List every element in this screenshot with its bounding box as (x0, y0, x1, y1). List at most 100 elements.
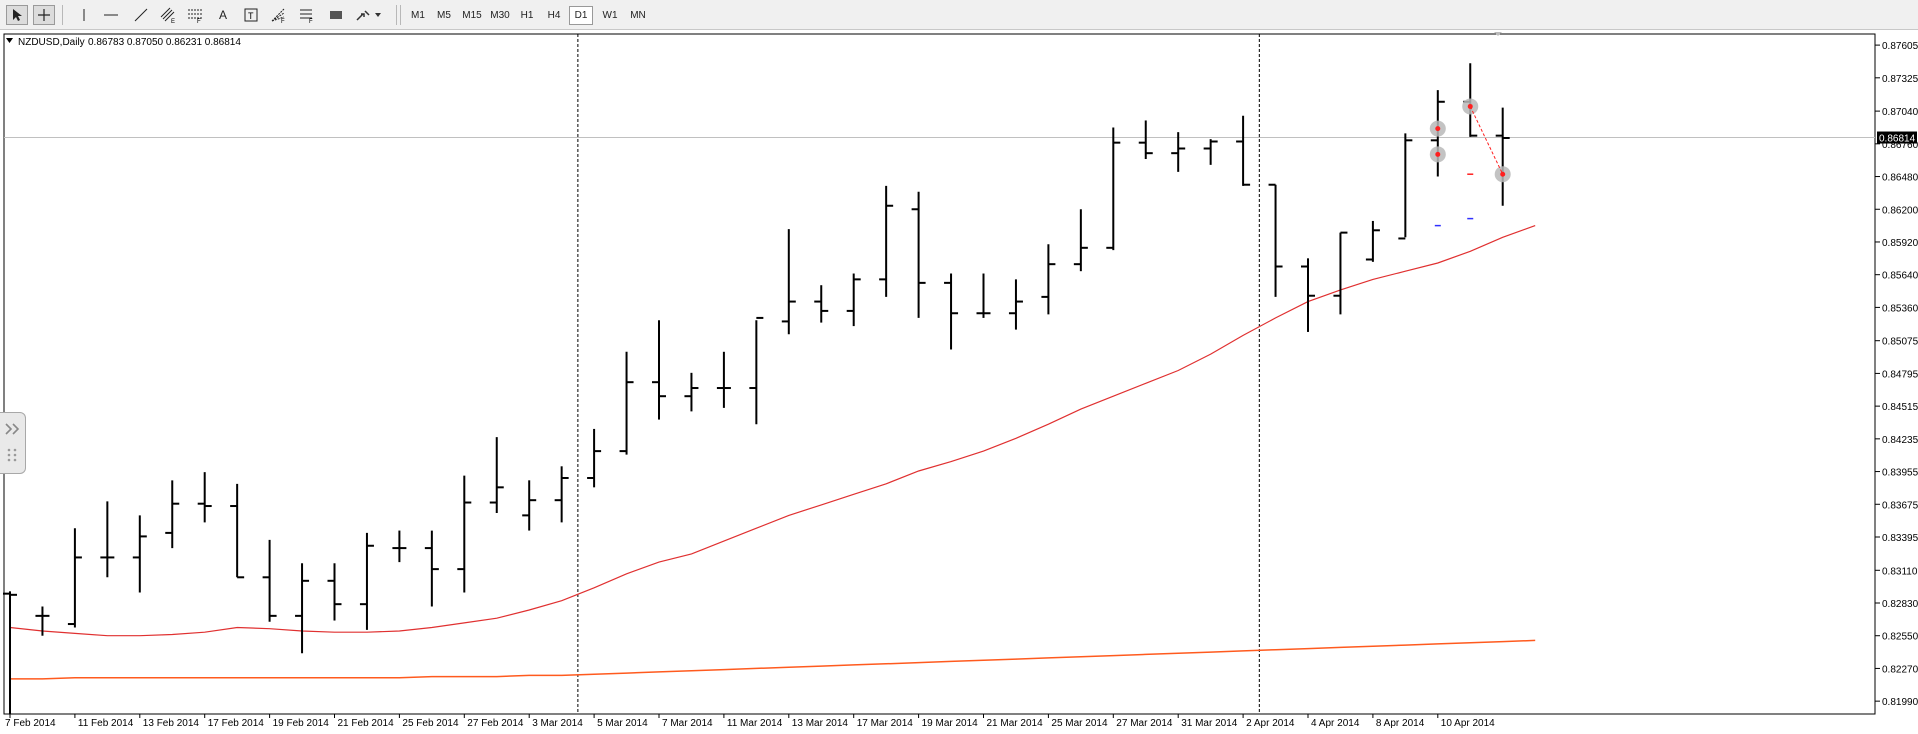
svg-text:F: F (281, 19, 285, 23)
chart-shift-marker-icon[interactable] (1494, 32, 1502, 36)
x-axis-tick-label: 27 Feb 2014 (467, 718, 524, 729)
ohlc-bar (100, 501, 115, 578)
y-axis-tick-label: 0.87040 (1882, 107, 1918, 118)
ohlc-bar (1073, 209, 1088, 272)
ohlc-bar (1171, 132, 1186, 172)
ohlc-bar (489, 437, 504, 514)
timeframe-m5[interactable]: M5 (437, 10, 451, 21)
y-axis-tick-label: 0.84515 (1882, 402, 1918, 413)
x-axis-tick-label: 19 Mar 2014 (922, 718, 979, 729)
crosshair-tool-button[interactable] (33, 5, 55, 25)
ohlc-bar (1398, 133, 1413, 240)
ohlc-bar (1236, 115, 1251, 186)
ohlc-bar (944, 273, 959, 350)
x-axis-tick-label: 2 Apr 2014 (1246, 718, 1295, 729)
vertical-line-icon (83, 9, 85, 21)
ohlc-bar (230, 483, 245, 579)
equidistant-channel-tool-button[interactable]: E (157, 5, 179, 25)
grip-dots-icon (7, 448, 17, 462)
x-axis-tick-label: 25 Mar 2014 (1051, 718, 1108, 729)
crosshair-icon (38, 9, 50, 21)
text-label-icon: T (244, 8, 258, 22)
ma-slow-line (10, 639, 1536, 680)
toolbar-separator (400, 5, 401, 25)
x-axis-tick-label: 4 Apr 2014 (1311, 718, 1360, 729)
chart-menu-triangle-icon[interactable] (6, 38, 13, 43)
timeframe-m1[interactable]: M1 (411, 10, 425, 21)
ohlc-bar (1268, 183, 1283, 297)
x-axis-tick-label: 21 Feb 2014 (338, 718, 395, 729)
y-axis-tick-label: 0.85640 (1882, 271, 1918, 282)
y-axis-tick-label: 0.83110 (1882, 566, 1918, 577)
x-axis-tick-label: 21 Mar 2014 (987, 718, 1044, 729)
price-chart[interactable]: 0.87605 0.87325 0.87040 0.86760 0.86480 0.862… (0, 31, 1918, 731)
y-axis-tick-label: 0.85920 (1882, 238, 1918, 249)
signal-dot (1435, 151, 1441, 157)
y-axis-tick-label: 0.87605 (1882, 41, 1918, 52)
trendline-tool-button[interactable] (130, 5, 152, 25)
fibonacci-retracement-tool-button[interactable]: F (184, 5, 206, 25)
arrows-tool-button[interactable] (353, 5, 385, 25)
horizontal-line-tool-button[interactable] (100, 5, 122, 25)
timeframe-m30[interactable]: M30 (490, 10, 510, 21)
ohlc-bar (359, 532, 374, 630)
ohlc-bar (522, 480, 537, 531)
ohlc-bar (814, 285, 829, 323)
chart-ohlc-label: 0.86783 0.87050 0.86231 0.86814 (88, 37, 241, 48)
y-axis-tick-label: 0.82550 (1882, 632, 1918, 643)
cursor-tool-button[interactable] (6, 5, 28, 25)
timeframe-h4[interactable]: H4 (547, 10, 561, 21)
svg-text:F: F (197, 19, 201, 23)
y-axis-tick-label: 0.82830 (1882, 599, 1918, 610)
svg-text:F: F (309, 19, 313, 23)
side-panel-toggle[interactable] (0, 412, 26, 474)
y-axis-tick-label: 0.82270 (1882, 664, 1918, 675)
vertical-line-tool-button[interactable] (74, 5, 94, 25)
horizontal-line-icon (104, 14, 118, 16)
y-axis-tick-label: 0.83955 (1882, 468, 1918, 479)
ohlc-bar (262, 539, 277, 622)
y-axis-tick-label: 0.85360 (1882, 303, 1918, 314)
y-axis-tick-label: 0.86200 (1882, 205, 1918, 216)
fibonacci-fan-tool-button[interactable]: F (268, 5, 290, 25)
y-axis-tick-label: 0.87325 (1882, 74, 1918, 85)
timeframe-mn[interactable]: MN (630, 10, 646, 21)
ma-fast-line (9, 225, 1536, 637)
ohlc-bar (392, 530, 407, 563)
ohlc-bar (67, 528, 82, 628)
channel-icon: E (160, 7, 175, 23)
text-tool-button[interactable]: A (213, 5, 233, 25)
ohlc-bar (781, 229, 796, 335)
x-axis-tick-label: 17 Mar 2014 (857, 718, 914, 729)
svg-text:T: T (248, 11, 254, 21)
ohlc-bar (1041, 244, 1056, 315)
y-axis-tick-label: 0.81990 (1882, 697, 1918, 708)
y-axis-tick-label: 0.86480 (1882, 173, 1918, 184)
rectangle-tool-button[interactable] (325, 5, 347, 25)
timeframe-d1[interactable]: D1 (569, 6, 593, 25)
y-axis-tick-label: 0.84795 (1882, 369, 1918, 380)
ohlc-bar (684, 372, 699, 412)
ohlc-bar (652, 320, 666, 420)
x-axis-tick-label: 19 Feb 2014 (273, 718, 330, 729)
ohlc-bar (327, 563, 342, 621)
ohlc-bar (1138, 120, 1153, 160)
x-axis-tick-label: 3 Mar 2014 (532, 718, 583, 729)
timeframe-w1[interactable]: W1 (602, 10, 618, 21)
ohlc-bar (295, 563, 310, 654)
ohlc-bar (132, 515, 147, 593)
timeframe-h1[interactable]: H1 (520, 10, 534, 21)
ohlc-bar (35, 606, 50, 636)
ohlc-bar (1333, 231, 1348, 315)
text-label-tool-button[interactable]: T (240, 5, 262, 25)
fibonacci-arcs-tool-button[interactable]: F (296, 5, 318, 25)
ohlc-bar (554, 466, 569, 523)
price-chart-area[interactable]: 0.87605 0.87325 0.87040 0.86760 0.86480 0.862… (0, 31, 1918, 731)
arrows-dropdown-icon (356, 10, 381, 21)
timeframe-m15[interactable]: M15 (462, 10, 482, 21)
x-axis-tick-label: 27 Mar 2014 (1116, 718, 1173, 729)
y-axis-tick-label: 0.83675 (1882, 500, 1918, 511)
ohlc-bar (1203, 139, 1218, 165)
ohlc-bar (879, 185, 894, 297)
svg-text:E: E (171, 19, 175, 23)
